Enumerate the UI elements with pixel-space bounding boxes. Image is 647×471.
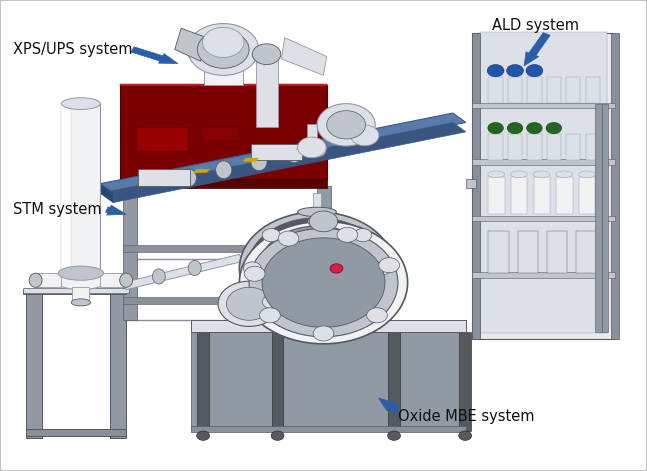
Polygon shape xyxy=(120,179,327,188)
Polygon shape xyxy=(243,158,259,162)
Polygon shape xyxy=(191,320,466,332)
Polygon shape xyxy=(388,332,400,431)
Bar xyxy=(586,77,600,103)
Ellipse shape xyxy=(55,271,107,290)
Circle shape xyxy=(298,137,326,158)
Circle shape xyxy=(278,231,299,246)
Polygon shape xyxy=(466,179,476,188)
Circle shape xyxy=(249,228,398,337)
Text: XPS/UPS system: XPS/UPS system xyxy=(13,42,133,57)
Polygon shape xyxy=(280,301,298,306)
Polygon shape xyxy=(281,38,327,75)
Circle shape xyxy=(203,27,244,57)
Ellipse shape xyxy=(251,153,267,171)
Polygon shape xyxy=(120,84,327,86)
Bar xyxy=(518,231,538,273)
Polygon shape xyxy=(120,85,327,179)
Circle shape xyxy=(271,431,284,440)
Bar xyxy=(527,134,542,160)
Polygon shape xyxy=(602,104,608,332)
Polygon shape xyxy=(307,124,317,137)
Ellipse shape xyxy=(510,171,527,178)
Polygon shape xyxy=(72,287,89,301)
Bar xyxy=(472,272,615,278)
Polygon shape xyxy=(296,146,312,149)
Circle shape xyxy=(313,326,334,341)
Ellipse shape xyxy=(58,266,104,280)
Polygon shape xyxy=(61,104,71,273)
Bar xyxy=(547,231,567,273)
Circle shape xyxy=(317,104,375,146)
Bar xyxy=(547,134,561,160)
Circle shape xyxy=(526,65,543,77)
Polygon shape xyxy=(317,210,330,221)
Polygon shape xyxy=(123,186,137,320)
Text: Oxide MBE system: Oxide MBE system xyxy=(398,409,534,424)
Bar xyxy=(472,216,615,221)
Polygon shape xyxy=(360,112,370,125)
Circle shape xyxy=(527,122,542,134)
Circle shape xyxy=(226,287,272,320)
Ellipse shape xyxy=(533,171,550,178)
Bar xyxy=(508,134,522,160)
Circle shape xyxy=(546,122,562,134)
Polygon shape xyxy=(123,297,317,304)
Circle shape xyxy=(309,211,338,232)
Polygon shape xyxy=(100,273,126,287)
Polygon shape xyxy=(340,113,353,125)
Polygon shape xyxy=(123,254,243,290)
Bar xyxy=(586,134,600,160)
Circle shape xyxy=(308,309,326,322)
Circle shape xyxy=(262,295,280,309)
Polygon shape xyxy=(272,332,283,431)
Bar xyxy=(534,177,550,214)
FancyArrow shape xyxy=(524,32,550,66)
Polygon shape xyxy=(197,332,209,431)
Circle shape xyxy=(218,281,280,326)
Bar xyxy=(488,231,509,273)
Circle shape xyxy=(507,122,523,134)
Polygon shape xyxy=(138,169,190,186)
Bar xyxy=(576,231,597,273)
Ellipse shape xyxy=(298,207,336,217)
Polygon shape xyxy=(23,290,126,294)
Circle shape xyxy=(388,431,400,440)
Circle shape xyxy=(262,238,385,327)
Circle shape xyxy=(367,308,388,323)
Circle shape xyxy=(243,262,261,275)
Bar xyxy=(488,177,505,214)
Circle shape xyxy=(188,24,259,75)
Polygon shape xyxy=(100,113,466,193)
Bar xyxy=(472,159,615,165)
Circle shape xyxy=(308,215,326,228)
Polygon shape xyxy=(23,288,129,293)
Bar xyxy=(547,77,561,103)
Circle shape xyxy=(327,111,366,139)
Ellipse shape xyxy=(120,273,133,287)
Polygon shape xyxy=(26,294,42,438)
Polygon shape xyxy=(317,186,331,320)
Polygon shape xyxy=(123,245,317,252)
Circle shape xyxy=(252,44,281,65)
Bar xyxy=(611,33,619,339)
Circle shape xyxy=(197,31,249,68)
Polygon shape xyxy=(342,136,357,139)
Bar xyxy=(136,127,188,151)
Circle shape xyxy=(507,65,523,77)
FancyArrow shape xyxy=(378,398,400,413)
Bar xyxy=(480,32,607,333)
Text: STM system: STM system xyxy=(13,202,102,217)
Polygon shape xyxy=(204,49,243,85)
Bar xyxy=(566,134,580,160)
Bar xyxy=(556,177,573,214)
Polygon shape xyxy=(459,332,471,431)
Polygon shape xyxy=(250,144,302,160)
Ellipse shape xyxy=(488,171,505,178)
Bar xyxy=(472,33,480,339)
Ellipse shape xyxy=(556,171,573,178)
FancyArrow shape xyxy=(131,47,178,64)
Ellipse shape xyxy=(152,269,165,284)
Bar xyxy=(511,177,527,214)
Polygon shape xyxy=(256,57,278,127)
